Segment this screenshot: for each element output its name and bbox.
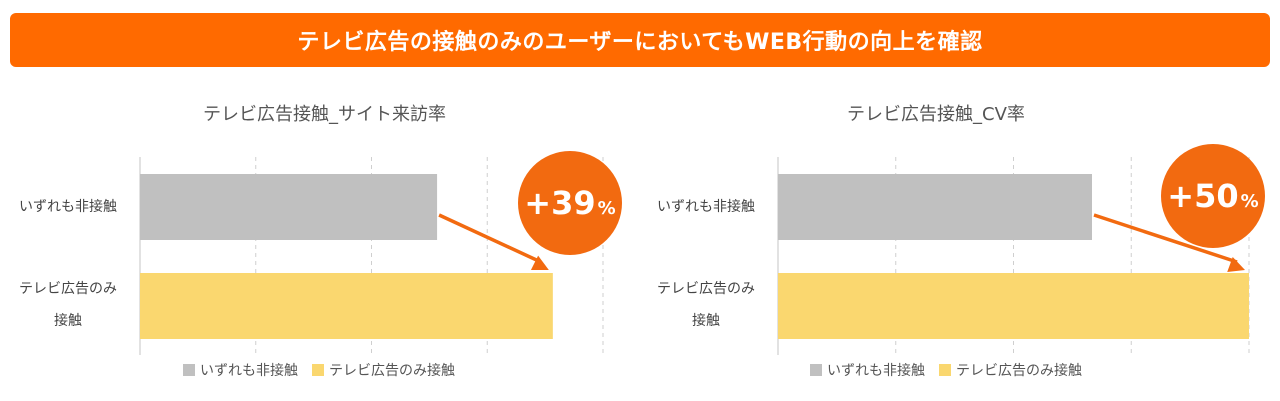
- trend-arrow-head: [530, 255, 549, 270]
- legend-item-no-contact: いずれも非接触: [183, 360, 298, 380]
- legend-item-tv-only: テレビ広告のみ接触: [312, 360, 455, 380]
- chart-legend: いずれも非接触 テレビ広告のみ接触: [183, 360, 469, 380]
- uplift-unit: %: [598, 198, 616, 219]
- chart-title: テレビ広告接触_サイト来訪率: [203, 104, 446, 125]
- legend-item-tv-only: テレビ広告のみ接触: [939, 360, 1082, 380]
- legend-swatch-gray: [810, 364, 822, 376]
- uplift-value: +50: [1167, 177, 1238, 215]
- bar-tv-only: [778, 273, 1249, 339]
- bar-no-contact: [778, 174, 1092, 240]
- legend-label: テレビ広告のみ接触: [329, 363, 455, 379]
- chart-legend: いずれも非接触 テレビ広告のみ接触: [810, 360, 1096, 380]
- category-label: テレビ広告のみ: [657, 281, 755, 297]
- legend-item-no-contact: いずれも非接触: [810, 360, 925, 380]
- legend-label: いずれも非接触: [200, 363, 298, 379]
- uplift-badge: [518, 151, 622, 255]
- category-label: 接触: [54, 312, 82, 329]
- header-banner: テレビ広告の接触のみのユーザーにおいてもWEB行動の向上を確認: [10, 13, 1270, 67]
- chart-title: テレビ広告接触_CV率: [847, 104, 1025, 125]
- uplift-unit: %: [1241, 191, 1259, 212]
- uplift-value: +39: [524, 184, 595, 222]
- legend-label: テレビ広告のみ接触: [956, 363, 1082, 379]
- chart-site-visit-rate: テレビ広告接触_サイト来訪率 いずれも非接触 テレビ広告のみ 接触 +39% いずれも…: [0, 90, 640, 390]
- legend-swatch-gray: [183, 364, 195, 376]
- uplift-badge: [1161, 144, 1265, 248]
- category-label: いずれも非接触: [19, 198, 117, 215]
- legend-swatch-yellow: [312, 364, 324, 376]
- uplift-label: +50%: [1167, 177, 1258, 215]
- legend-swatch-yellow: [939, 364, 951, 376]
- bar-no-contact: [140, 174, 438, 240]
- category-label: いずれも非接触: [657, 198, 755, 215]
- chart-cv-rate: テレビ広告接触_CV率 いずれも非接触 テレビ広告のみ 接触 +50% いずれも非接触…: [640, 90, 1280, 390]
- trend-arrow-line: [1093, 213, 1238, 264]
- category-label: テレビ広告のみ: [19, 281, 117, 297]
- trend-arrow-line: [438, 213, 542, 264]
- category-label: 接触: [692, 312, 720, 329]
- trend-arrow-head: [1227, 257, 1245, 273]
- banner-title: テレビ広告の接触のみのユーザーにおいてもWEB行動の向上を確認: [297, 30, 983, 55]
- legend-label: いずれも非接触: [827, 363, 925, 379]
- bar-tv-only: [140, 273, 553, 339]
- uplift-label: +39%: [524, 184, 615, 222]
